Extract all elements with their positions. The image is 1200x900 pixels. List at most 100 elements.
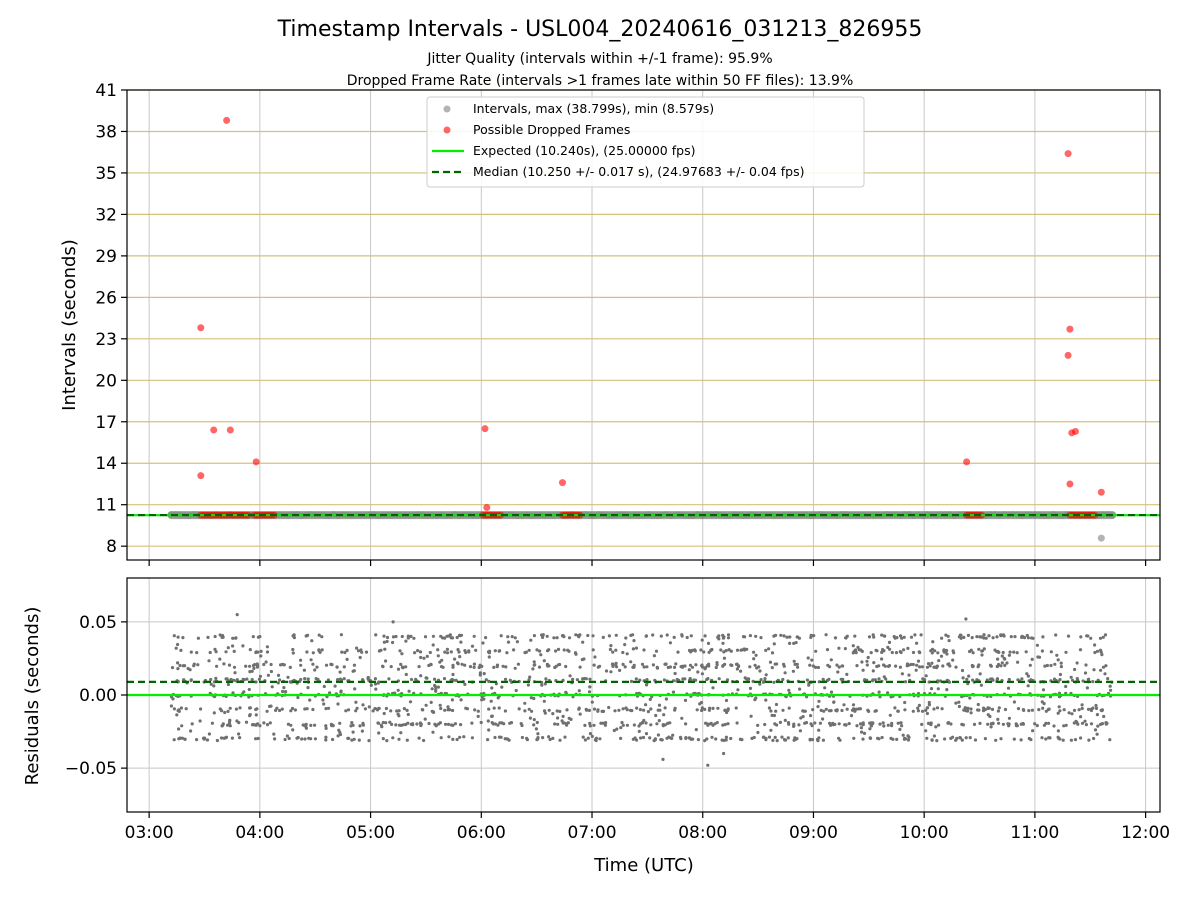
residual-point xyxy=(293,708,297,712)
residual-point xyxy=(668,641,673,645)
residual-point xyxy=(833,636,838,640)
residual-point xyxy=(726,636,731,640)
residual-point xyxy=(449,723,454,727)
residual-point xyxy=(837,665,841,669)
residual-point xyxy=(548,737,552,742)
residual-point xyxy=(914,668,918,672)
residuals-axes: −0.050.000.05 03:00 04:00 05:00 06:00 07:00 0… xyxy=(22,577,1170,876)
residual-point xyxy=(932,665,936,669)
residual-point xyxy=(1058,709,1062,713)
residual-point xyxy=(406,712,410,717)
residual-point xyxy=(248,648,252,652)
residual-point xyxy=(1087,738,1091,742)
residual-point xyxy=(710,735,714,739)
residual-point xyxy=(1044,721,1048,726)
residual-point xyxy=(654,713,658,718)
residual-point xyxy=(385,639,389,644)
residual-point xyxy=(227,663,232,667)
residual-point xyxy=(637,729,641,734)
residual-point xyxy=(254,737,258,741)
residual-point xyxy=(218,633,222,637)
residual-point xyxy=(462,735,466,739)
residual-point xyxy=(443,636,447,640)
residual-point xyxy=(640,662,645,666)
residual-point xyxy=(943,737,947,741)
residual-point xyxy=(916,706,920,710)
residual-point xyxy=(286,722,290,726)
residual-point xyxy=(259,654,263,658)
residual-point xyxy=(829,690,834,694)
residual-point xyxy=(311,651,315,655)
residual-point xyxy=(504,665,508,669)
residual-point xyxy=(915,663,919,667)
residual-point xyxy=(564,690,568,694)
residual-point xyxy=(345,648,349,653)
residual-point xyxy=(889,695,893,699)
residual-point xyxy=(995,635,999,639)
residual-point xyxy=(181,636,185,640)
residual-point xyxy=(911,709,915,713)
residual-point xyxy=(286,675,290,679)
residual-point xyxy=(668,721,672,725)
residual-point xyxy=(352,669,356,673)
residual-point xyxy=(925,665,930,669)
residual-point xyxy=(881,721,885,725)
residual-point xyxy=(320,635,324,639)
residual-point xyxy=(472,634,476,638)
residual-point xyxy=(714,737,718,741)
residual-point xyxy=(1095,713,1099,717)
residual-point xyxy=(583,723,587,728)
residual-point xyxy=(717,634,721,638)
x-tick-label: 04:00 xyxy=(235,823,284,843)
residual-point xyxy=(389,709,393,713)
residual-point xyxy=(778,720,783,725)
residual-point xyxy=(1069,738,1073,742)
residual-point xyxy=(547,735,551,739)
residual-point xyxy=(720,738,724,742)
residual-point xyxy=(1064,650,1068,654)
residual-point xyxy=(999,664,1003,668)
residual-point xyxy=(970,636,974,640)
residual-point xyxy=(256,736,260,741)
residual-point xyxy=(911,662,915,667)
legend-item-median: Median (10.250 +/- 0.017 s), (24.97683 +… xyxy=(432,164,804,179)
residual-point xyxy=(611,650,615,654)
residual-point xyxy=(861,668,865,672)
residual-point xyxy=(726,633,731,637)
intervals-y-label: Intervals (seconds) xyxy=(59,239,80,411)
residual-point xyxy=(989,677,993,681)
residual-point xyxy=(1049,663,1053,668)
residual-point xyxy=(583,738,588,742)
residual-point xyxy=(902,737,907,741)
residual-point xyxy=(946,721,950,725)
residual-point xyxy=(1041,706,1045,710)
residual-point xyxy=(858,707,863,711)
residual-point xyxy=(1109,688,1113,692)
residual-point xyxy=(473,708,477,712)
residual-point xyxy=(1075,677,1079,681)
residual-point xyxy=(964,617,968,621)
residual-point xyxy=(526,683,531,687)
residual-point xyxy=(492,706,496,710)
residual-point xyxy=(787,706,791,710)
residual-point xyxy=(268,721,272,725)
residual-point xyxy=(966,706,970,710)
residual-point xyxy=(871,678,875,682)
residual-point xyxy=(405,738,409,742)
residual-point xyxy=(374,633,378,637)
residual-point xyxy=(629,708,633,713)
residual-point xyxy=(404,665,408,669)
residual-point xyxy=(299,658,303,662)
residual-point xyxy=(256,664,260,668)
residual-point xyxy=(621,707,625,711)
residual-point xyxy=(902,635,906,639)
residual-point xyxy=(399,662,403,667)
residual-point xyxy=(232,649,236,654)
residual-point xyxy=(772,680,776,684)
intervals-axes: 8 11 14 17 20 23 26 29 32 35 38 41 Intervals (secon… xyxy=(59,81,1161,566)
residual-point xyxy=(433,683,437,688)
residual-point xyxy=(619,736,623,741)
residual-point xyxy=(1053,662,1057,666)
residuals-y-label: Residuals (seconds) xyxy=(22,607,43,786)
residual-point xyxy=(218,707,222,711)
